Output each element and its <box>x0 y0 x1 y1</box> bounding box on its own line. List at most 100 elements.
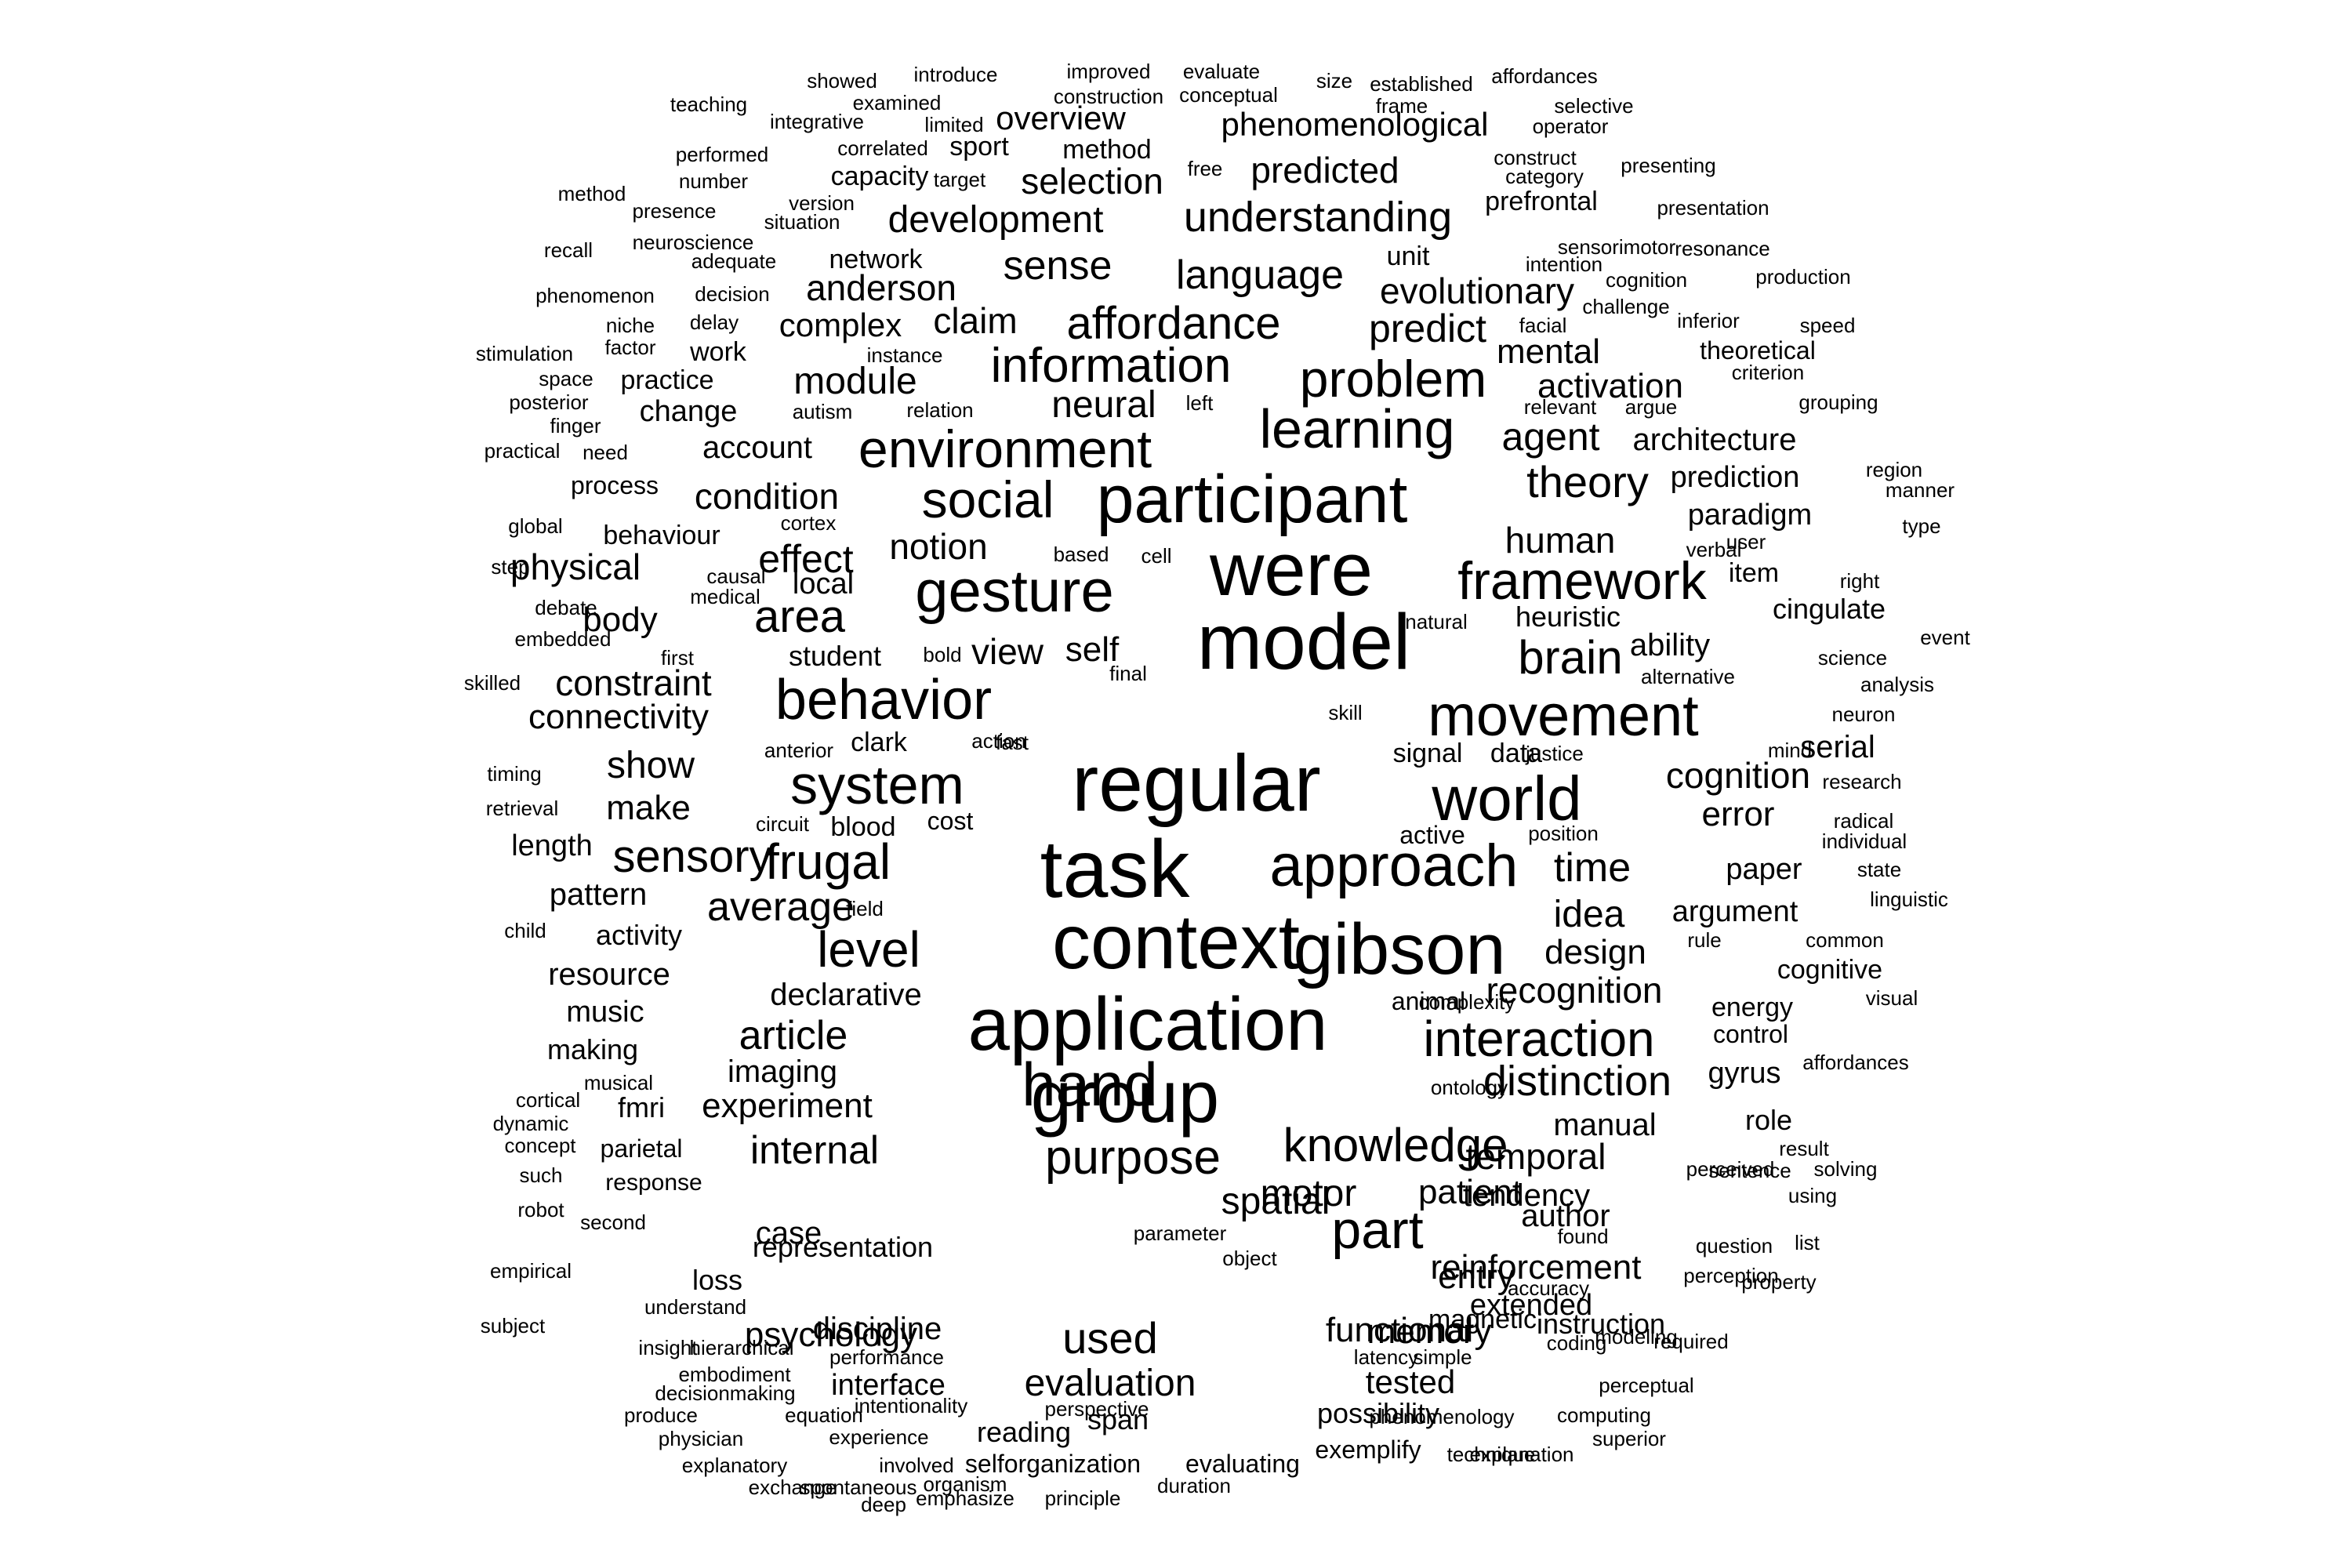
cloud-word: discipline <box>812 1312 942 1346</box>
cloud-word: embedded <box>514 627 612 651</box>
cloud-word: fmri <box>618 1091 665 1123</box>
cloud-word: context <box>1052 898 1300 985</box>
cloud-word: radical <box>1833 809 1894 833</box>
cloud-word: prefrontal <box>1485 187 1598 216</box>
cloud-word: system <box>790 754 964 815</box>
cloud-word: reinforcement <box>1430 1248 1642 1287</box>
cloud-word: grouping <box>1798 390 1878 414</box>
cloud-word: such <box>519 1163 563 1187</box>
cloud-word: student <box>788 640 882 672</box>
cloud-word: state <box>1857 858 1902 881</box>
cloud-word: presenting <box>1621 154 1716 177</box>
cloud-word: duration <box>1157 1474 1231 1497</box>
cloud-word: hierarchical <box>689 1336 794 1359</box>
cloud-word: participant <box>1096 462 1408 537</box>
cloud-word: blood <box>830 812 896 842</box>
cloud-word: used <box>1062 1313 1158 1363</box>
cloud-word: individual <box>1821 829 1907 853</box>
cloud-word: regular <box>1072 739 1321 828</box>
cloud-word: left <box>1185 391 1214 415</box>
cloud-word: selective <box>1554 94 1634 118</box>
cloud-word: property <box>1741 1270 1817 1294</box>
cloud-word: posterior <box>509 390 589 414</box>
cloud-word: psychology <box>744 1316 918 1354</box>
cloud-word: were <box>1209 528 1374 612</box>
cloud-word: natural <box>1405 610 1468 633</box>
cloud-word: interface <box>831 1369 946 1402</box>
cloud-word: activity <box>595 919 683 951</box>
cloud-word: based <box>1053 543 1109 566</box>
cloud-word: movement <box>1428 683 1699 748</box>
cloud-word: conceptual <box>1179 83 1278 107</box>
cloud-word: item <box>1728 558 1780 588</box>
cloud-word: simple <box>1413 1345 1472 1369</box>
cloud-word: gyrus <box>1708 1057 1781 1090</box>
cloud-word: perception <box>1683 1264 1779 1287</box>
cloud-word: performance <box>829 1345 944 1369</box>
cloud-word: problem <box>1299 350 1487 408</box>
cloud-word: sport <box>949 132 1009 162</box>
cloud-word: functional <box>1325 1311 1474 1349</box>
cloud-word: interaction <box>1423 1011 1655 1067</box>
cloud-word: span <box>1087 1403 1149 1436</box>
cloud-word: distinction <box>1483 1058 1672 1105</box>
cloud-word: right <box>1839 569 1880 593</box>
cloud-word: evolutionary <box>1379 270 1575 311</box>
cloud-word: unit <box>1386 241 1430 271</box>
cloud-word: connectivity <box>528 698 709 736</box>
cloud-word: average <box>707 884 855 930</box>
cloud-word: affordances <box>1802 1051 1909 1074</box>
cloud-word: retrieval <box>485 797 559 820</box>
cloud-word: spontaneous <box>800 1475 917 1499</box>
cloud-word: music <box>566 996 644 1029</box>
cloud-word: article <box>739 1013 848 1058</box>
cloud-word: fast <box>996 731 1029 754</box>
cloud-word: patient <box>1417 1173 1523 1211</box>
cloud-word: author <box>1521 1199 1610 1233</box>
cloud-word: argue <box>1624 395 1678 419</box>
cloud-word: tested <box>1365 1363 1456 1400</box>
cloud-word: signal <box>1392 739 1463 768</box>
cloud-word: category <box>1505 165 1584 188</box>
cloud-word: relevant <box>1523 395 1597 419</box>
cloud-word: science <box>1817 646 1888 670</box>
cloud-word: prediction <box>1670 461 1800 494</box>
cloud-word: paper <box>1726 853 1802 886</box>
cloud-word: practice <box>620 365 714 395</box>
cloud-word: pattern <box>549 877 648 912</box>
cloud-word: idea <box>1553 894 1625 935</box>
cloud-word: space <box>539 367 593 390</box>
cloud-word: empirical <box>489 1259 572 1283</box>
cloud-word: heuristic <box>1515 601 1621 633</box>
cloud-word: internal <box>750 1128 879 1172</box>
cloud-word: question <box>1695 1234 1773 1258</box>
cloud-word: overview <box>996 100 1126 136</box>
cloud-word: framework <box>1457 551 1707 611</box>
cloud-word: selection <box>1021 161 1163 201</box>
cloud-word: argument <box>1671 895 1798 928</box>
cloud-word: data <box>1490 739 1543 768</box>
cloud-word: gibson <box>1293 909 1506 989</box>
cloud-word: action <box>971 729 1026 753</box>
cloud-word: position <box>1528 822 1599 845</box>
cloud-word: presence <box>632 199 717 223</box>
cloud-word: reading <box>976 1416 1072 1448</box>
cloud-word: linguistic <box>1870 887 1948 911</box>
cloud-word: representation <box>752 1231 934 1263</box>
cloud-word: step <box>491 555 530 579</box>
cloud-word: phenomenon <box>535 284 655 307</box>
cloud-word: cost <box>927 807 974 835</box>
cloud-word: human <box>1504 520 1616 561</box>
cloud-word: need <box>583 441 628 464</box>
cloud-word: solving <box>1813 1157 1878 1181</box>
cloud-word: language <box>1176 252 1344 298</box>
cloud-word: delay <box>689 310 739 334</box>
cloud-word: inferior <box>1677 309 1740 332</box>
cloud-word: application <box>967 982 1328 1066</box>
cloud-word: approach <box>1269 833 1519 899</box>
cloud-word: cortical <box>515 1088 581 1112</box>
cloud-word: imaging <box>727 1054 838 1089</box>
cloud-word: activation <box>1537 367 1683 405</box>
cloud-word: explanation <box>1469 1443 1574 1466</box>
cloud-word: involved <box>879 1454 954 1477</box>
